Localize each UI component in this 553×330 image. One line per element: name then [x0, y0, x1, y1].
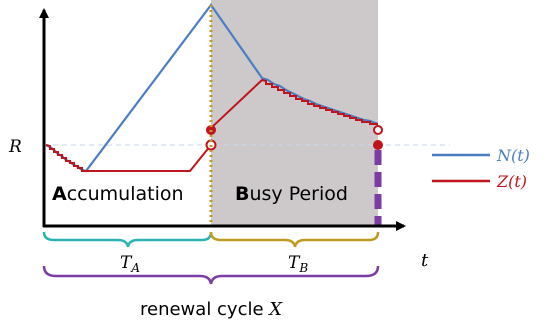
- busy-end-filled-dot: [373, 140, 383, 150]
- legend-n-label: N(t): [496, 146, 530, 165]
- t-a-brace: [42, 231, 213, 248]
- legend: N(t) Z(t): [432, 146, 530, 191]
- r-level-label: R: [8, 137, 22, 157]
- busy-end-open-dot: [373, 125, 383, 135]
- accumulation-label: Accumulation: [52, 183, 184, 205]
- t-b-label: TB: [288, 253, 308, 275]
- renewal-cycle-label: renewal cycle X: [140, 299, 283, 320]
- busy-period-shading: [211, 0, 378, 226]
- legend-z-label: Z(t): [496, 172, 527, 191]
- t-a-label: TA: [120, 253, 140, 275]
- renewal-cycle-brace: [42, 265, 380, 285]
- t-b-brace: [209, 231, 380, 248]
- t-axis-label: t: [421, 250, 429, 271]
- z-t-curve: [45, 78, 378, 172]
- busy-period-label: Busy Period: [235, 183, 348, 205]
